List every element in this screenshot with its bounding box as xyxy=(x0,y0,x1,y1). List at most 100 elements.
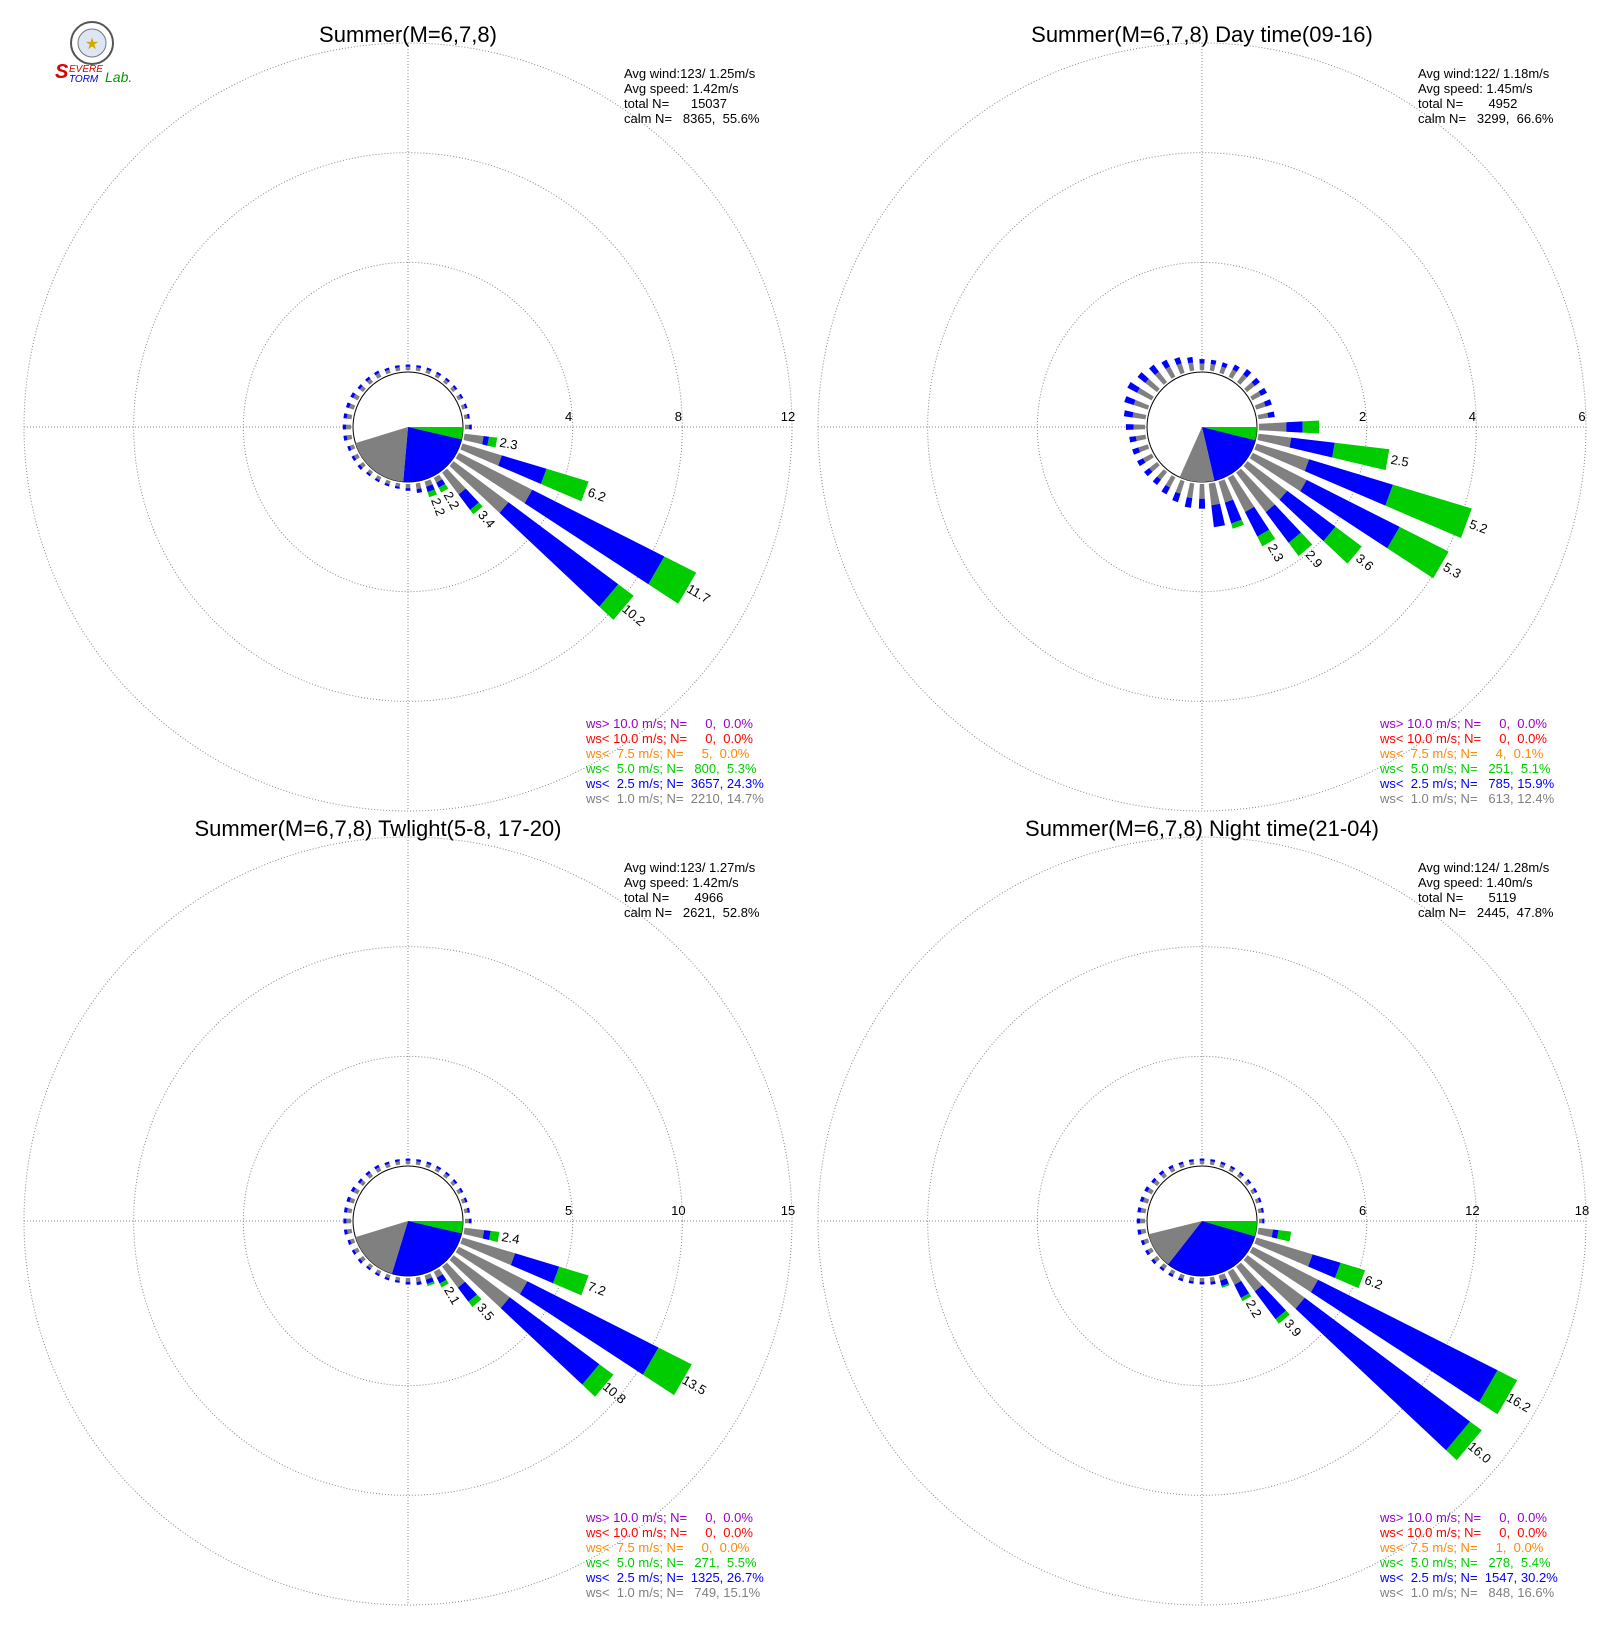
bar-segment-160-lt1 xyxy=(1218,1273,1227,1281)
small-bar-tip-310 xyxy=(1151,1177,1157,1184)
small-bar-tip-200 xyxy=(1172,492,1181,503)
small-bar-tip-340 xyxy=(1174,357,1182,366)
legend-entry-lt7_5: ws< 7.5 m/s; N= 1, 0.0% xyxy=(1379,1540,1544,1555)
stat-calm: calm N= 3299, 66.6% xyxy=(1418,111,1554,126)
bar-segment-120-lt2_5 xyxy=(519,1281,659,1375)
bar-segment-120-lt1 xyxy=(455,1246,528,1295)
small-bar-tip-40 xyxy=(1243,369,1252,378)
small-bar-tip-200 xyxy=(384,482,390,487)
small-bar-tip-170 xyxy=(416,488,423,493)
bar-segment-160-lt1 xyxy=(424,479,433,487)
legend-entry-lt1: ws< 1.0 m/s; N= 749, 15.1% xyxy=(585,1585,761,1600)
bar-segment-120-lt5 xyxy=(642,1347,692,1396)
stat-avg-wind: Avg wind:123/ 1.25m/s xyxy=(624,66,756,81)
small-bar-290 xyxy=(1133,399,1150,410)
calm-wedge-lt1 xyxy=(1148,1221,1202,1265)
legend-entry-lt1: ws< 1.0 m/s; N= 848, 16.6% xyxy=(1379,1585,1555,1600)
small-bar-tip-10 xyxy=(416,1159,422,1163)
bar-value-label: 5.3 xyxy=(1441,559,1464,581)
small-bar-tip-90 xyxy=(469,424,472,430)
small-bar-80 xyxy=(1257,412,1269,420)
small-bar-190 xyxy=(395,1276,401,1281)
small-bar-280 xyxy=(346,413,353,420)
small-bar-tip-330 xyxy=(374,370,380,376)
stat-calm: calm N= 2621, 52.8% xyxy=(624,905,760,920)
panel-title: Summer(M=6,7,8) Twlight(5-8, 17-20) xyxy=(194,816,561,841)
small-bar-tip-240 xyxy=(351,1249,357,1255)
small-bar-0 xyxy=(1199,363,1205,370)
small-bar-tip-240 xyxy=(1145,1249,1151,1256)
legend-entry-lt2_5: ws< 2.5 m/s; N= 1325, 26.7% xyxy=(585,1570,764,1585)
bar-segment-90-lt1 xyxy=(1258,422,1287,432)
outer-ring xyxy=(817,836,1587,1606)
small-bar-tip-210 xyxy=(374,478,380,483)
legend-entry-lt2_5: ws< 2.5 m/s; N= 3657, 24.3% xyxy=(585,776,764,791)
bar-segment-120-lt2_5 xyxy=(1310,1279,1498,1403)
stat-avg-wind: Avg wind:123/ 1.27m/s xyxy=(624,860,756,875)
bar-segment-140-lt5 xyxy=(1288,532,1313,557)
small-bar-220 xyxy=(1157,469,1168,480)
bar-segment-130-lt1 xyxy=(449,1255,510,1309)
stat-avg-speed: Avg speed: 1.42m/s xyxy=(624,81,739,96)
legend-entry-lt1: ws< 1.0 m/s; N= 2210, 14.7% xyxy=(585,791,764,806)
small-bar-210 xyxy=(1169,1269,1176,1275)
small-bar-340 xyxy=(385,369,391,375)
small-bar-tip-0 xyxy=(405,1158,411,1161)
panel-title: Summer(M=6,7,8) Night time(21-04) xyxy=(1025,816,1379,841)
small-bar-tip-180 xyxy=(405,1281,411,1285)
legend-entry-lt7_5: ws< 7.5 m/s; N= 5, 0.0% xyxy=(585,746,750,761)
bar-segment-130-lt5 xyxy=(1323,526,1362,564)
small-bar-tip-50 xyxy=(1246,1179,1252,1184)
bar-segment-110-lt5 xyxy=(541,468,589,502)
bar-segment-130-lt2_5 xyxy=(1295,1297,1471,1451)
logo-text-lab: Lab. xyxy=(105,69,132,85)
small-bar-70 xyxy=(460,1198,466,1204)
bar-segment-140-lt1 xyxy=(442,468,466,495)
small-bar-tip-310 xyxy=(357,1178,363,1184)
small-bar-200 xyxy=(385,479,391,485)
bar-value-label: 3.5 xyxy=(474,1300,497,1323)
small-bar-tip-300 xyxy=(1127,382,1140,393)
bar-segment-160-lt1 xyxy=(424,1273,433,1280)
small-bar-tip-290 xyxy=(1124,396,1136,405)
bar-segment-120-lt1 xyxy=(455,452,533,504)
bar-value-label: 13.5 xyxy=(680,1372,709,1398)
bar-segment-110-lt2_5 xyxy=(1304,459,1393,506)
ring-label: 12 xyxy=(781,409,795,424)
small-bar-290 xyxy=(349,403,356,410)
grid-ring xyxy=(242,1055,574,1387)
bar-segment-130-lt1 xyxy=(1243,1255,1305,1309)
small-bar-250 xyxy=(350,1238,356,1244)
bar-segment-150-lt2_5 xyxy=(1245,506,1270,537)
small-bar-200 xyxy=(1175,479,1185,494)
small-bar-230 xyxy=(359,461,366,469)
small-bar-210 xyxy=(375,475,382,481)
bar-segment-110-lt5 xyxy=(1335,1262,1366,1289)
legend-entry-lt7_5: ws< 7.5 m/s; N= 4, 0.1% xyxy=(1379,746,1544,761)
small-bar-50 xyxy=(1244,1180,1250,1187)
bar-segment-140-lt5 xyxy=(468,1294,482,1307)
small-bar-tip-230 xyxy=(357,1258,363,1264)
bar-value-label: 2.5 xyxy=(1390,452,1410,470)
small-bar-80 xyxy=(463,1208,468,1214)
bar-segment-100-lt1 xyxy=(1257,433,1292,448)
stat-total: total N= 5119 xyxy=(1418,890,1516,905)
small-bar-tip-260 xyxy=(1137,1229,1142,1235)
bar-segment-130-lt1 xyxy=(1243,461,1288,500)
bar-segment-100-lt1 xyxy=(463,1227,485,1239)
small-bar-tip-330 xyxy=(374,1164,380,1170)
bar-segment-120-lt1 xyxy=(1249,1246,1319,1293)
small-bar-40 xyxy=(1236,374,1247,385)
bar-segment-150-lt5 xyxy=(439,1279,449,1288)
bar-segment-120-lt2_5 xyxy=(1300,479,1400,549)
calm-wedge-lt5 xyxy=(408,427,464,440)
small-bar-270 xyxy=(1133,424,1145,430)
small-bar-240 xyxy=(1147,1247,1154,1254)
small-bar-40 xyxy=(442,379,449,385)
panel-title: Summer(M=6,7,8) Day time(09-16) xyxy=(1031,22,1373,47)
small-bar-tip-340 xyxy=(384,367,390,372)
small-bar-tip-220 xyxy=(366,1265,371,1271)
small-bar-tip-300 xyxy=(350,1186,356,1193)
small-bar-270 xyxy=(346,1218,351,1224)
